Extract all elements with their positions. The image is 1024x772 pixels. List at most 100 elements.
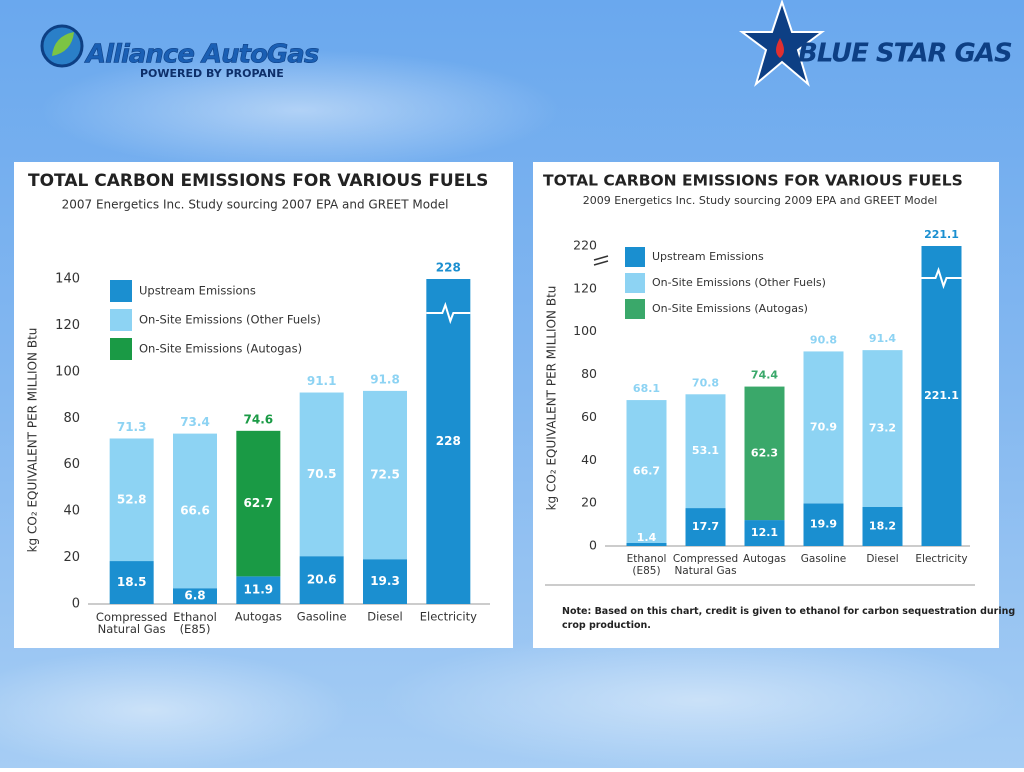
bar-segment <box>803 503 844 546</box>
value-label: 18.2 <box>869 520 896 533</box>
bar-segment <box>236 430 281 577</box>
value-label: 20.6 <box>307 573 337 587</box>
y-tick-label: 60 <box>581 409 597 424</box>
total-label: 228 <box>436 261 461 275</box>
legend-swatch <box>625 247 645 267</box>
x-tick-label: Diesel <box>866 553 898 565</box>
bar-segment <box>173 433 217 589</box>
y-tick-label: 80 <box>63 411 80 426</box>
value-label: 66.7 <box>633 465 660 478</box>
logo-left: Alliance AutoGas POWERED BY PROPANE <box>40 24 320 80</box>
bar-segment <box>921 246 962 546</box>
value-label: 19.9 <box>810 518 837 531</box>
bar-segment <box>744 520 785 546</box>
total-label: 91.4 <box>869 332 896 345</box>
total-label: 91.1 <box>307 374 337 388</box>
bar-segment <box>363 559 407 604</box>
x-tick-label: Ethanol (E85) <box>173 610 217 636</box>
value-label: 1.4 <box>637 531 657 544</box>
total-label: 70.8 <box>692 376 719 389</box>
total-label: 74.4 <box>751 369 778 382</box>
logo-flame <box>776 38 784 58</box>
y-tick-label: 100 <box>55 364 80 379</box>
x-tick-label: Diesel <box>367 610 402 624</box>
y-tick-label: 40 <box>63 504 80 519</box>
bar-segment <box>299 392 344 557</box>
bar-segment <box>685 394 726 509</box>
y-tick-label: 60 <box>63 457 80 472</box>
bar-break <box>921 266 962 290</box>
bar-segment <box>862 350 903 507</box>
legend-swatch <box>625 299 645 319</box>
value-label: 62.3 <box>751 446 778 459</box>
bar-segment <box>173 588 217 604</box>
legend-label: Upstream Emissions <box>652 250 764 263</box>
y-tick-label: 120 <box>55 318 80 333</box>
y-tick-label: 20 <box>63 550 80 565</box>
bar-segment <box>236 576 281 604</box>
total-label: 68.1 <box>633 382 660 395</box>
cloud <box>380 630 1020 770</box>
logo-leaf <box>52 32 74 56</box>
y-tick-label: 80 <box>581 366 597 381</box>
y-tick-label: 20 <box>581 495 597 510</box>
y-tick-label: 0 <box>589 538 597 553</box>
legend-swatch <box>110 309 132 331</box>
value-label: 228 <box>436 434 461 448</box>
bar-segment <box>626 543 667 546</box>
x-tick-label: Compressed Natural Gas <box>96 610 167 636</box>
y-tick-label: 120 <box>573 280 597 295</box>
bar-segment <box>685 508 726 546</box>
value-label: 73.2 <box>869 422 896 435</box>
bar-segment <box>299 556 344 604</box>
value-label: 52.8 <box>117 492 147 506</box>
bar-segment <box>363 390 407 560</box>
total-label: 91.8 <box>370 372 400 386</box>
x-tick-label: Ethanol (E85) <box>627 553 667 577</box>
logo-name: BLUE STAR GAS <box>798 39 1012 69</box>
y-axis-label: kg CO₂ EQUIVALENT PER MILLION Btu <box>545 286 559 511</box>
value-label: 18.5 <box>117 575 147 589</box>
bar-segment <box>109 438 154 562</box>
bar-segment <box>426 279 471 604</box>
y-tick-label: 100 <box>573 323 597 338</box>
x-tick-label: Compressed Natural Gas <box>673 553 738 577</box>
legend-swatch <box>625 273 645 293</box>
bar-segment <box>803 351 844 504</box>
legend-label: On-Site Emissions (Other Fuels) <box>139 313 321 327</box>
y-tick-label: 40 <box>581 452 597 467</box>
value-label: 11.9 <box>244 583 274 597</box>
x-tick-label: Autogas <box>235 610 282 624</box>
total-label: 73.4 <box>180 415 210 429</box>
bar-segment <box>862 507 903 546</box>
y-tick-label: 140 <box>55 272 80 287</box>
legend-label: On-Site Emissions (Other Fuels) <box>652 276 826 289</box>
x-tick-label: Autogas <box>743 553 786 565</box>
note: Note: Based on this chart, credit is giv… <box>562 606 1015 631</box>
value-label: 72.5 <box>370 468 400 482</box>
bar-segment <box>626 400 667 543</box>
value-label: 12.1 <box>751 526 778 539</box>
value-label: 6.8 <box>184 589 205 603</box>
total-label: 74.6 <box>244 412 274 426</box>
chart-title: TOTAL CARBON EMISSIONS FOR VARIOUS FUELS <box>28 171 488 191</box>
value-label: 221.1 <box>924 389 959 402</box>
y-tick-label: 220 <box>573 238 597 253</box>
logo-right: BLUE STAR GAS <box>739 0 1013 87</box>
value-label: 53.1 <box>692 444 719 457</box>
legend-swatch <box>110 338 132 360</box>
bar-segment <box>109 561 154 604</box>
legend-label: On-Site Emissions (Autogas) <box>652 302 808 315</box>
value-label: 70.5 <box>307 467 337 481</box>
bar-segment <box>744 386 785 521</box>
bars <box>109 279 471 604</box>
y-tick-label: 0 <box>72 597 80 612</box>
bars <box>626 246 962 546</box>
legend-label: On-Site Emissions (Autogas) <box>139 342 302 356</box>
value-label: 17.7 <box>692 520 719 533</box>
x-tick-label: Electricity <box>915 553 967 565</box>
total-label: 90.8 <box>810 333 837 346</box>
value-label: 70.9 <box>810 420 837 433</box>
x-tick-label: Gasoline <box>801 553 846 565</box>
